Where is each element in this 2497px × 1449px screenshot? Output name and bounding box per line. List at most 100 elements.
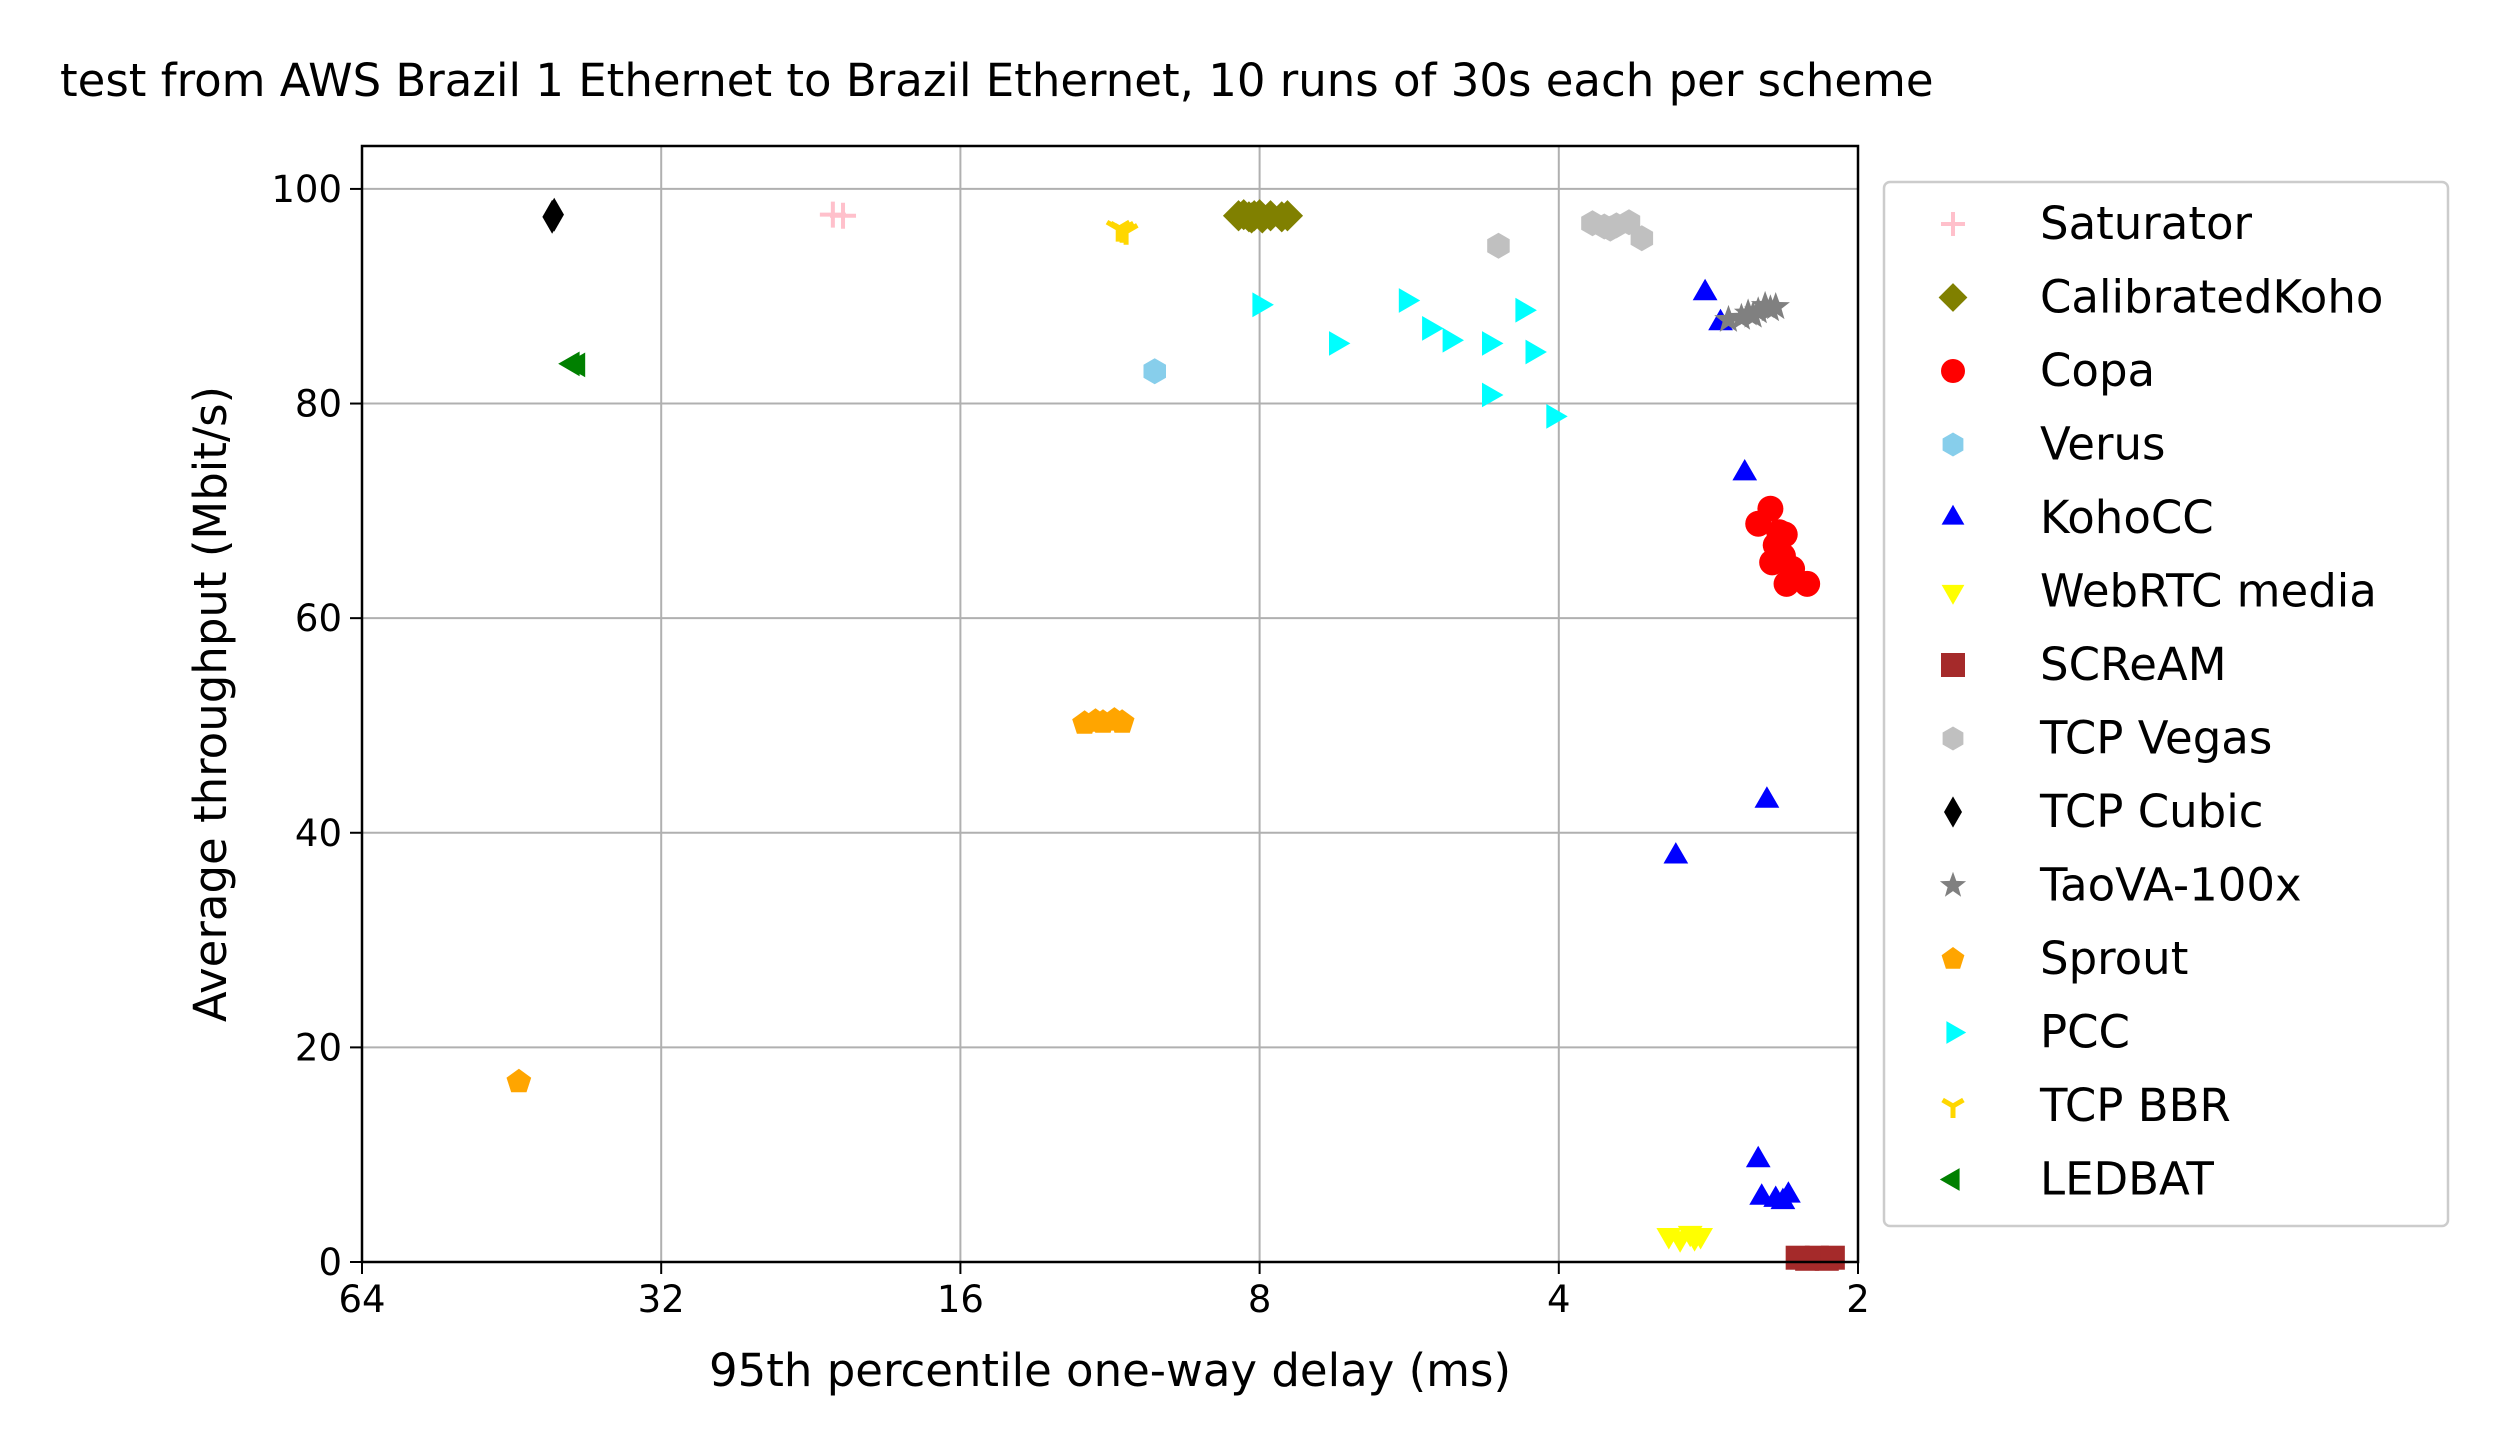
- data-point: [1109, 221, 1135, 243]
- series-ledbat: [558, 351, 586, 378]
- x-axis-label: 95th percentile one-way delay (ms): [709, 1344, 1511, 1397]
- data-point: [1630, 225, 1654, 252]
- legend-label: TCP Cubic: [2039, 785, 2263, 838]
- data-point: [1756, 294, 1785, 322]
- legend-marker: [1941, 212, 1965, 236]
- series-tcp-cubic: [542, 197, 564, 234]
- y-tick-label: 80: [295, 383, 342, 426]
- x-tick-label: 32: [638, 1278, 685, 1321]
- series-sprout: [506, 707, 1135, 1093]
- legend-label: TaoVA-100x: [2039, 859, 2302, 912]
- data-point: [563, 352, 586, 378]
- data-point: [1754, 786, 1780, 808]
- legend-marker: [1941, 504, 1965, 525]
- data-point: [1766, 519, 1793, 546]
- data-point: [1692, 278, 1718, 301]
- legend-label: LEDBAT: [2040, 1153, 2214, 1206]
- data-point: [1617, 209, 1641, 236]
- legend-label: TCP BBR: [2039, 1079, 2231, 1132]
- series-webrtc-media: [1656, 1225, 1713, 1253]
- series-kohocc: [1663, 278, 1801, 1210]
- y-tick-label: 0: [318, 1241, 342, 1284]
- legend-label: Sprout: [2040, 932, 2188, 985]
- grid: [361, 146, 1859, 1263]
- y-axis-ticks: 0 20 40 60 80 100: [271, 168, 362, 1284]
- data-point: [830, 202, 857, 229]
- legend-marker: [1946, 1021, 1967, 1044]
- legend-label: Verus: [2040, 418, 2165, 471]
- legend-item: WebRTC media: [1941, 565, 2377, 618]
- y-tick-label: 20: [295, 1026, 342, 1069]
- series-copa: [1745, 495, 1821, 597]
- series-taova-100x: [1714, 290, 1790, 332]
- x-tick-label: 64: [338, 1278, 385, 1321]
- legend-item: KohoCC: [1941, 491, 2214, 544]
- data-point: [1732, 459, 1758, 481]
- x-tick-label: 8: [1248, 1278, 1272, 1321]
- legend-marker: [1942, 726, 1964, 751]
- legend-label: CalibratedKoho: [2040, 271, 2383, 324]
- y-tick-label: 60: [295, 597, 342, 640]
- data-point: [506, 1068, 532, 1093]
- x-tick-label: 2: [1846, 1278, 1870, 1321]
- data-point: [1482, 331, 1504, 356]
- x-tick-label: 16: [937, 1278, 984, 1321]
- legend-item: Saturator: [1941, 197, 2253, 250]
- data-point: [1744, 296, 1773, 324]
- legend-item: TCP Vegas: [1942, 712, 2272, 765]
- legend-item: TaoVA-100x: [1939, 859, 2302, 912]
- data-point: [542, 199, 562, 234]
- data-point: [1714, 304, 1743, 332]
- data-point: [1770, 1187, 1796, 1210]
- data-point: [1546, 404, 1568, 429]
- legend-label: Saturator: [2040, 197, 2253, 250]
- data-point: [1738, 300, 1768, 328]
- legend-item: CalibratedKoho: [1938, 271, 2383, 324]
- legend: Saturator CalibratedKoho Copa Verus KohoCC We…: [1882, 180, 2450, 1228]
- legend-marker: [1942, 432, 1964, 457]
- series-tcp-bbr: [1105, 219, 1139, 245]
- plot-frame: [360, 144, 1860, 1264]
- data-point: [1663, 842, 1689, 864]
- legend-marker: [1941, 947, 1965, 969]
- data-point: [1779, 555, 1806, 582]
- series-verus: [1143, 358, 1166, 385]
- legend-item: Sprout: [1941, 932, 2188, 985]
- data-point: [1682, 1230, 1707, 1252]
- legend-item: TCP BBR: [1941, 1079, 2231, 1132]
- legend-label: TCP Vegas: [2039, 712, 2272, 765]
- legend-label: KohoCC: [2040, 491, 2214, 544]
- legend-label: WebRTC media: [2040, 565, 2377, 618]
- series-pcc: [1252, 288, 1568, 429]
- data-point: [1442, 327, 1464, 353]
- legend-item: TCP Cubic: [1944, 785, 2263, 838]
- data-point: [1109, 709, 1135, 733]
- legend-label: Copa: [2040, 344, 2155, 397]
- data-point: [1143, 358, 1166, 385]
- data-point: [1757, 495, 1784, 522]
- data-points: [506, 197, 1845, 1271]
- series-scream: [1785, 1245, 1845, 1271]
- data-point: [1235, 202, 1268, 234]
- legend-marker: [1941, 1097, 1965, 1118]
- data-point: [1820, 1245, 1845, 1270]
- legend-item: Copa: [1941, 344, 2155, 397]
- data-point: [1599, 215, 1622, 242]
- x-axis-ticks: 64 32 16 8 4 2: [338, 1262, 1870, 1321]
- y-tick-label: 40: [295, 812, 342, 855]
- legend-marker: [1941, 584, 1965, 605]
- data-point: [1422, 316, 1444, 341]
- legend-item: SCReAM: [1941, 638, 2227, 691]
- legend-marker: [1938, 283, 1968, 312]
- data-point: [1271, 200, 1304, 232]
- data-point: [1329, 331, 1351, 356]
- legend-item: LEDBAT: [1939, 1153, 2214, 1206]
- y-axis-label: Average throughput (Mbit/s): [184, 386, 237, 1022]
- legend-item: Verus: [1942, 418, 2165, 471]
- data-point: [1252, 292, 1274, 318]
- data-point: [1745, 1145, 1771, 1168]
- legend-marker: [1944, 796, 1962, 828]
- legend-marker: [1941, 653, 1965, 677]
- x-tick-label: 4: [1547, 1278, 1571, 1321]
